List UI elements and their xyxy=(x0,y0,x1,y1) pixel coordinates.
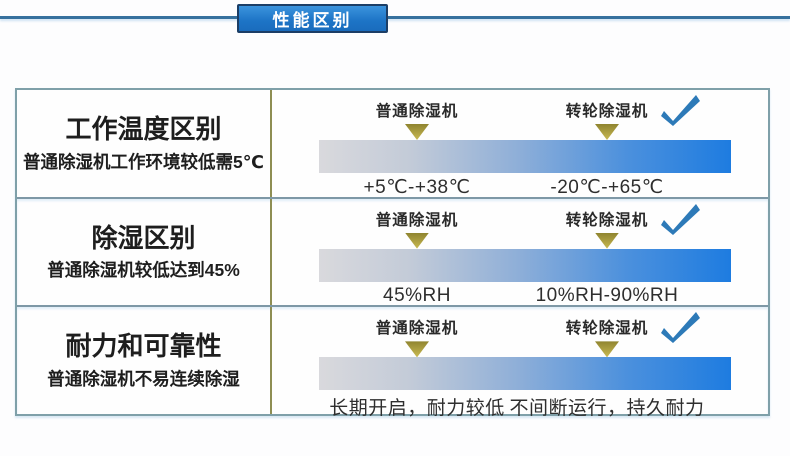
comparison-table: 工作温度区别 普通除湿机工作环境较低需5℃ 普通除湿机 转轮除湿机 +5℃-+3… xyxy=(15,88,770,419)
arrow-down-icon xyxy=(405,341,429,358)
arrow-down-icon xyxy=(595,341,619,358)
ordinary-dehumidifier-label: 普通除湿机 xyxy=(375,211,459,229)
row-title: 耐力和可靠性 xyxy=(65,331,222,362)
checkmark-icon xyxy=(661,203,700,235)
rotary-value: -20℃-+65℃ xyxy=(550,177,664,198)
page-title-text: 性能区别 xyxy=(272,11,353,30)
row-subtitle: 普通除湿机不易连续除湿 xyxy=(47,368,240,389)
row-heading-cell: 除湿区别 普通除湿机较低达到45% xyxy=(17,198,272,306)
ordinary-dehumidifier-label: 普通除湿机 xyxy=(375,320,459,338)
row-heading-cell: 耐力和可靠性 普通除湿机不易连续除湿 xyxy=(17,307,272,415)
rotary-dehumidifier-label: 转轮除湿机 xyxy=(565,103,649,120)
row-comparison-cell: 普通除湿机 转轮除湿机 +5℃-+38℃ -20℃-+65℃ xyxy=(272,90,768,198)
ordinary-dehumidifier-label: 普通除湿机 xyxy=(375,103,459,120)
row-heading-cell: 工作温度区别 普通除湿机工作环境较低需5℃ xyxy=(17,90,272,197)
table-row: 耐力和可靠性 普通除湿机不易连续除湿 普通除湿机 转轮除湿机 长期开启，耐力较低… xyxy=(17,305,768,419)
rotary-dehumidifier-label-group: 转轮除湿机 xyxy=(527,316,687,358)
rotary-dehumidifier-label: 转轮除湿机 xyxy=(565,211,649,229)
table-row: 工作温度区别 普通除湿机工作环境较低需5℃ 普通除湿机 转轮除湿机 +5℃-+3… xyxy=(17,90,768,198)
ordinary-value: 长期开启，耐力较低 xyxy=(329,398,505,420)
row-title: 工作温度区别 xyxy=(65,114,222,145)
ordinary-value: +5℃-+38℃ xyxy=(363,177,471,198)
arrow-down-icon xyxy=(405,124,429,140)
gradient-range-bar xyxy=(319,248,731,282)
ordinary-value: 45%RH xyxy=(383,284,451,306)
gradient-range-bar xyxy=(319,357,731,391)
row-comparison-cell: 普通除湿机 转轮除湿机 45%RH 10%RH-90%RH xyxy=(272,199,768,306)
header-divider-line xyxy=(0,16,790,19)
gradient-range-bar xyxy=(319,140,731,173)
row-comparison-cell: 普通除湿机 转轮除湿机 长期开启，耐力较低 不间断运行，持久耐力 xyxy=(272,307,768,419)
page-title: 性能区别 xyxy=(237,4,388,33)
ordinary-dehumidifier-label-group: 普通除湿机 xyxy=(337,316,497,358)
rotary-value: 10%RH-90%RH xyxy=(535,284,679,306)
row-subtitle: 普通除湿机工作环境较低需5℃ xyxy=(23,151,264,172)
rotary-dehumidifier-label-group: 转轮除湿机 xyxy=(527,99,687,140)
header-band: 性能区别 xyxy=(0,0,790,60)
arrow-down-icon xyxy=(595,232,619,249)
row-subtitle: 普通除湿机较低达到45% xyxy=(47,260,240,281)
ordinary-dehumidifier-label-group: 普通除湿机 xyxy=(337,99,497,140)
rotary-value: 不间断运行，持久耐力 xyxy=(509,398,705,420)
table-row: 除湿区别 普通除湿机较低达到45% 普通除湿机 转轮除湿机 45%RH 10%R… xyxy=(17,196,768,306)
ordinary-dehumidifier-label-group: 普通除湿机 xyxy=(337,208,497,249)
rotary-dehumidifier-label: 转轮除湿机 xyxy=(565,320,649,338)
row-title: 除湿区别 xyxy=(91,222,196,253)
checkmark-icon xyxy=(661,312,700,344)
checkmark-icon xyxy=(661,95,700,126)
rotary-dehumidifier-label-group: 转轮除湿机 xyxy=(527,208,687,249)
arrow-down-icon xyxy=(405,232,429,249)
arrow-down-icon xyxy=(595,124,619,140)
